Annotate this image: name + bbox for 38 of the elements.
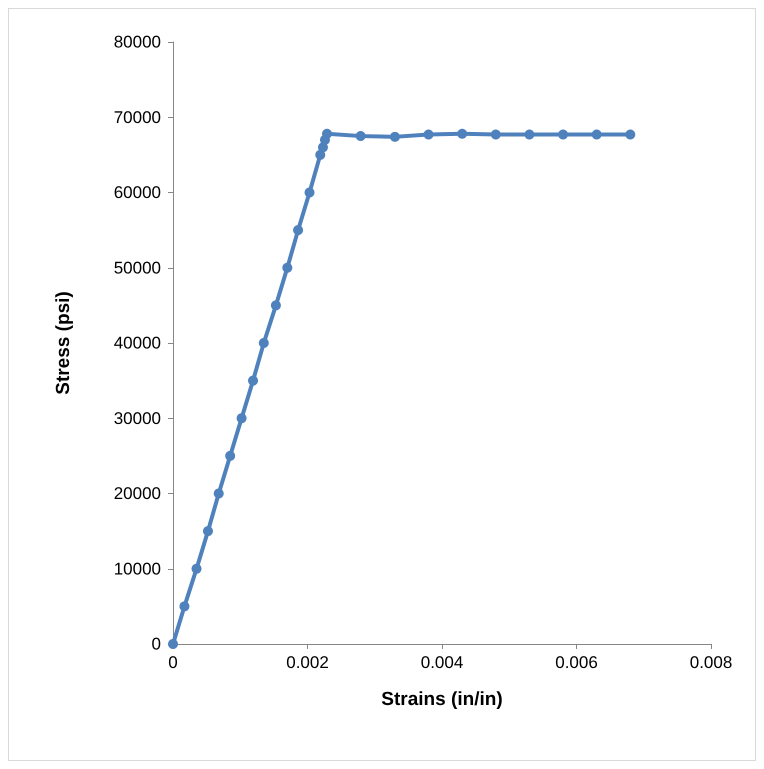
- point: [248, 376, 258, 386]
- x-tick-label: 0: [168, 653, 178, 672]
- y-tick-label: 80000: [114, 32, 161, 52]
- y-tick-label: 70000: [114, 108, 161, 127]
- point: [258, 338, 269, 348]
- y-tick-label: 10000: [114, 559, 161, 578]
- point: [202, 526, 213, 536]
- y-tick-label: 60000: [114, 183, 161, 202]
- y-tick-label: 30000: [114, 408, 161, 428]
- point: [558, 130, 568, 140]
- x-tick-label: 0.008: [690, 653, 732, 672]
- point: [236, 413, 247, 424]
- x-axis-title: Strains (in/in): [381, 689, 503, 710]
- point: [225, 450, 236, 461]
- point: [293, 225, 304, 236]
- point: [356, 131, 366, 142]
- point: [192, 564, 202, 574]
- point: [304, 188, 315, 198]
- y-axis-title: Stress (psi): [53, 291, 74, 395]
- x-tick-label: 0.004: [420, 653, 464, 672]
- point: [457, 128, 468, 139]
- point: [322, 128, 332, 139]
- point: [424, 130, 434, 140]
- point: [390, 132, 400, 142]
- point: [214, 488, 224, 498]
- point: [270, 300, 281, 310]
- point: [179, 601, 190, 612]
- y-tick-label: 50000: [114, 258, 161, 278]
- x-tick-label: 0.006: [555, 653, 598, 672]
- point: [490, 130, 501, 140]
- y-tick-label: 0: [152, 634, 161, 654]
- x-tick-label: 0.002: [286, 653, 329, 672]
- point: [625, 130, 636, 140]
- point: [592, 130, 602, 140]
- point: [524, 130, 534, 140]
- y-tick-label: 20000: [114, 484, 161, 503]
- point: [282, 262, 292, 273]
- y-tick-label: 40000: [114, 334, 161, 352]
